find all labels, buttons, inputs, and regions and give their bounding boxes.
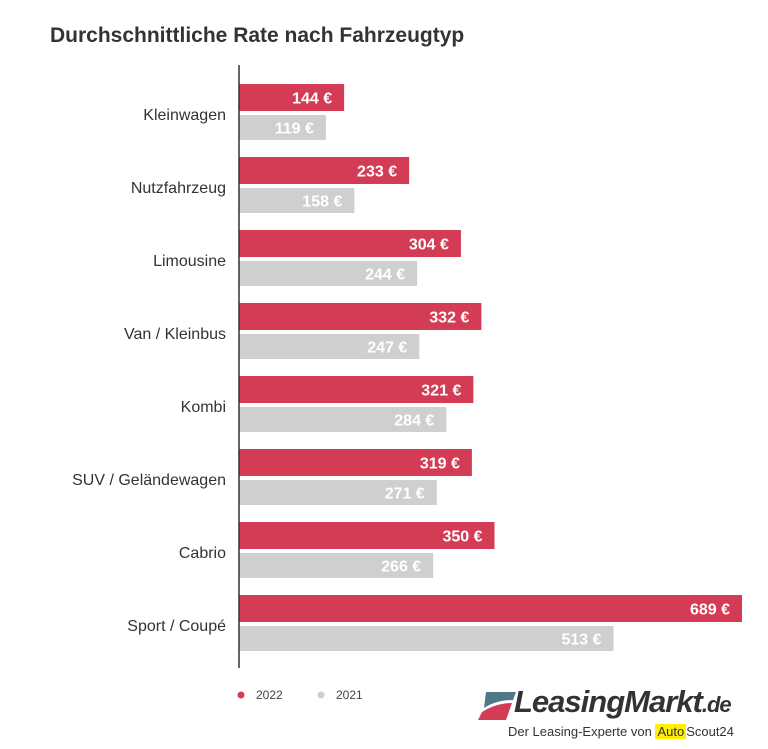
data-label-2022: 350 € — [442, 529, 482, 546]
data-label-2022: 332 € — [429, 310, 469, 327]
data-label-2021: 284 € — [394, 413, 434, 430]
data-label-2021: 266 € — [381, 559, 421, 576]
data-label-2022: 319 € — [420, 456, 460, 473]
bar-2021 — [239, 115, 326, 140]
data-label-2021: 247 € — [367, 340, 407, 357]
legend-label-2021: 2021 — [336, 688, 363, 702]
category-label: Limousine — [153, 253, 226, 270]
category-label: Nutzfahrzeug — [131, 180, 226, 197]
data-label-2022: 233 € — [357, 164, 397, 181]
bar-2022 — [239, 230, 461, 257]
category-label: SUV / Geländewagen — [72, 472, 226, 489]
category-label: Van / Kleinbus — [124, 326, 226, 343]
bar-2022 — [239, 157, 410, 184]
bar-2021 — [239, 334, 420, 359]
bar-2022 — [239, 595, 742, 622]
logo-tld: .de — [701, 692, 732, 717]
bar-2022 — [239, 376, 474, 403]
category-label: Sport / Coupé — [127, 618, 226, 635]
data-label-2021: 271 € — [385, 486, 425, 503]
data-label-2021: 244 € — [365, 267, 405, 284]
category-label: Kleinwagen — [143, 107, 226, 124]
logo-icon — [478, 692, 516, 720]
bar-2021 — [239, 626, 614, 651]
bar-2021 — [239, 407, 447, 432]
bar-2021 — [239, 188, 355, 213]
logo-partner-auto: Auto — [655, 724, 687, 739]
bar-2021 — [239, 261, 418, 286]
bar-2022 — [239, 84, 345, 111]
legend-marker-2022 — [237, 691, 245, 699]
bar-2022 — [239, 303, 482, 330]
legend-marker-2021 — [317, 691, 325, 699]
logo-partner-scout: Scout24 — [686, 724, 734, 739]
bar-2022 — [239, 522, 495, 549]
logo-tagline: Der Leasing-Experte von — [508, 724, 652, 739]
bar-2021 — [239, 553, 434, 578]
bar-2021 — [239, 480, 437, 505]
data-label-2022: 304 € — [409, 237, 449, 254]
data-label-2022: 321 € — [421, 383, 461, 400]
data-label-2021: 158 € — [302, 194, 342, 211]
category-label: Cabrio — [179, 545, 226, 562]
bar-2022 — [239, 449, 472, 476]
category-label: Kombi — [181, 399, 226, 416]
logo-name: LeasingMarkt — [514, 684, 703, 719]
chart-title: Durchschnittliche Rate nach Fahrzeugtyp — [50, 24, 465, 47]
data-label-2021: 513 € — [561, 632, 601, 649]
data-label-2022: 689 € — [690, 602, 730, 619]
legend-label-2022: 2022 — [256, 688, 283, 702]
data-label-2021: 119 € — [275, 121, 314, 138]
data-label-2022: 144 € — [292, 91, 332, 108]
